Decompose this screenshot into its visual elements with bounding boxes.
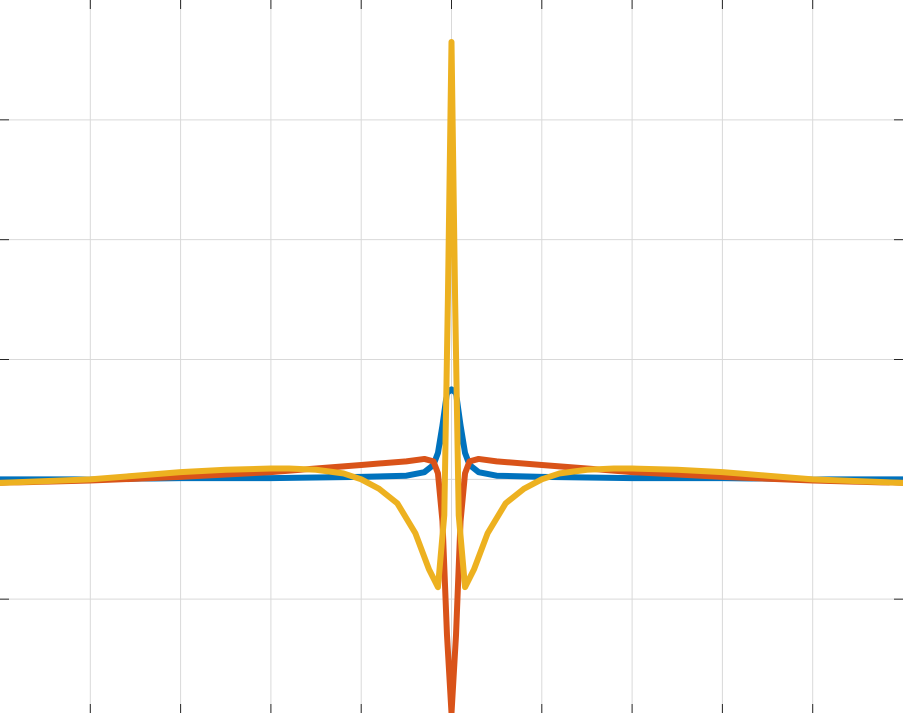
- series-line-3: [0, 38, 903, 591]
- series-line-1: [0, 386, 903, 483]
- series-group: [0, 38, 903, 713]
